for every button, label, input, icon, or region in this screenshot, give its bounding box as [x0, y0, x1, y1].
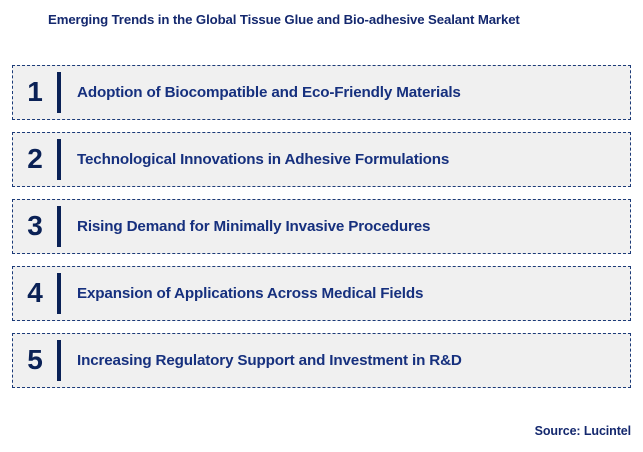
- trend-label: Expansion of Applications Across Medical…: [77, 284, 424, 302]
- trend-row-2[interactable]: 2 Technological Innovations in Adhesive …: [12, 132, 631, 187]
- divider-bar-icon: [57, 206, 61, 247]
- divider-bar-icon: [57, 139, 61, 180]
- trend-number: 4: [27, 276, 43, 308]
- trend-row-3[interactable]: 3 Rising Demand for Minimally Invasive P…: [12, 199, 631, 254]
- source-attribution: Source: Lucintel: [534, 424, 631, 438]
- page-title: Emerging Trends in the Global Tissue Glu…: [48, 12, 520, 27]
- trend-label: Technological Innovations in Adhesive Fo…: [77, 150, 450, 168]
- trend-row-1[interactable]: 1 Adoption of Biocompatible and Eco-Frie…: [12, 65, 631, 120]
- divider-bar-icon: [57, 72, 61, 113]
- trend-number: 5: [27, 343, 43, 375]
- trend-label: Adoption of Biocompatible and Eco-Friend…: [77, 83, 461, 101]
- trend-label: Increasing Regulatory Support and Invest…: [77, 351, 462, 369]
- divider-bar-icon: [57, 273, 61, 314]
- trend-row-5[interactable]: 5 Increasing Regulatory Support and Inve…: [12, 333, 631, 388]
- trend-list: 1 Adoption of Biocompatible and Eco-Frie…: [12, 65, 631, 388]
- trend-number: 1: [27, 75, 43, 107]
- trend-row-4[interactable]: 4 Expansion of Applications Across Medic…: [12, 266, 631, 321]
- trend-number: 3: [27, 209, 43, 241]
- divider-bar-icon: [57, 340, 61, 381]
- trend-number: 2: [27, 142, 43, 174]
- trend-label: Rising Demand for Minimally Invasive Pro…: [77, 217, 431, 235]
